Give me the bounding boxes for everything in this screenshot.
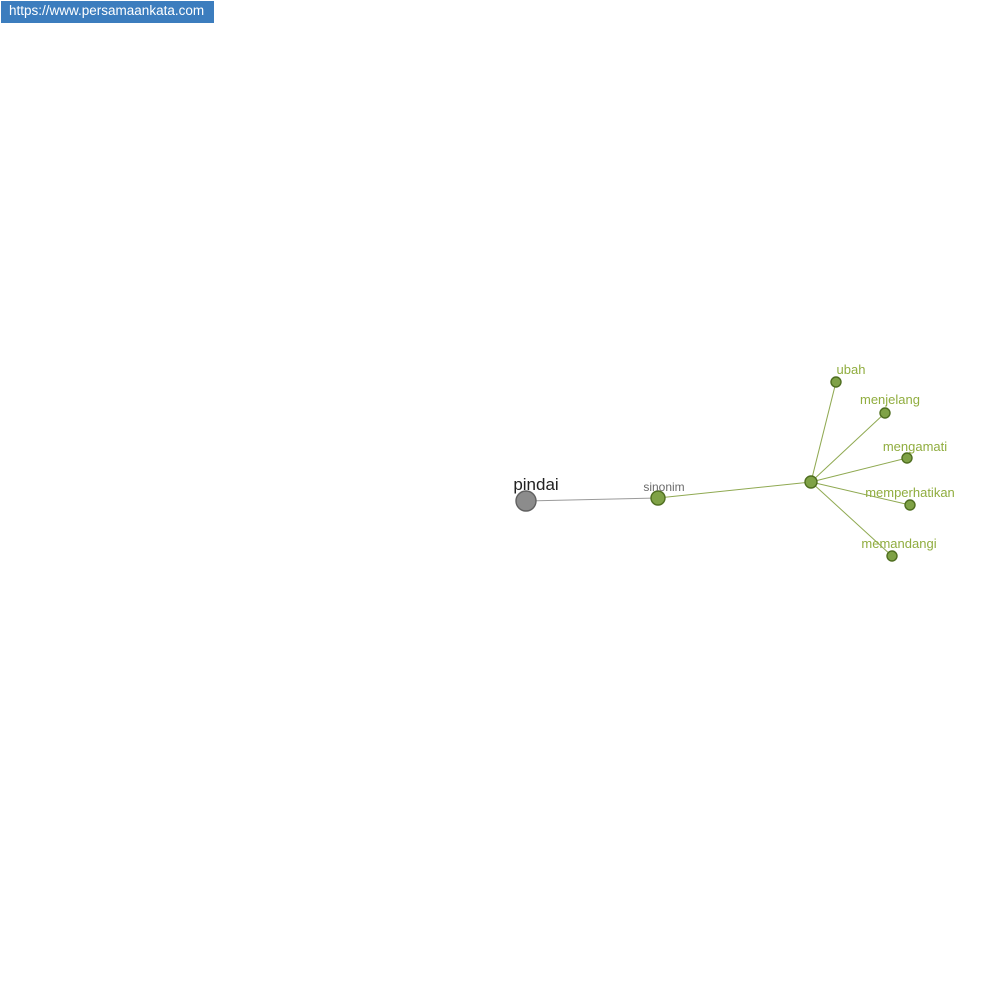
- node-ubah[interactable]: [830, 376, 842, 388]
- label-menjelang: menjelang: [860, 392, 920, 407]
- label-memandangi: memandangi: [861, 536, 936, 551]
- node-sinonim[interactable]: [650, 490, 666, 506]
- node-mengamati[interactable]: [901, 452, 913, 464]
- edge-hub-mengamati: [810, 457, 908, 483]
- label-mengamati: mengamati: [883, 439, 947, 454]
- label-memperhatikan: memperhatikan: [865, 485, 955, 500]
- edge-pindai-sinonim: [525, 497, 659, 502]
- site-url-badge: https://www.persamaankata.com: [1, 1, 215, 23]
- label-sinonim: sinonim: [643, 480, 684, 494]
- edge-hub-memandangi: [810, 481, 893, 557]
- node-hub[interactable]: [804, 475, 818, 489]
- edge-hub-ubah: [810, 381, 837, 483]
- edge-hub-menjelang: [810, 412, 886, 483]
- node-menjelang[interactable]: [879, 407, 891, 419]
- label-pindai: pindai: [513, 475, 558, 494]
- node-memperhatikan[interactable]: [904, 499, 916, 511]
- edge-sinonim-hub: [657, 481, 812, 499]
- node-memandangi[interactable]: [886, 550, 898, 562]
- node-pindai[interactable]: [515, 490, 537, 512]
- edge-hub-memperhatikan: [810, 481, 911, 506]
- label-ubah: ubah: [837, 362, 866, 377]
